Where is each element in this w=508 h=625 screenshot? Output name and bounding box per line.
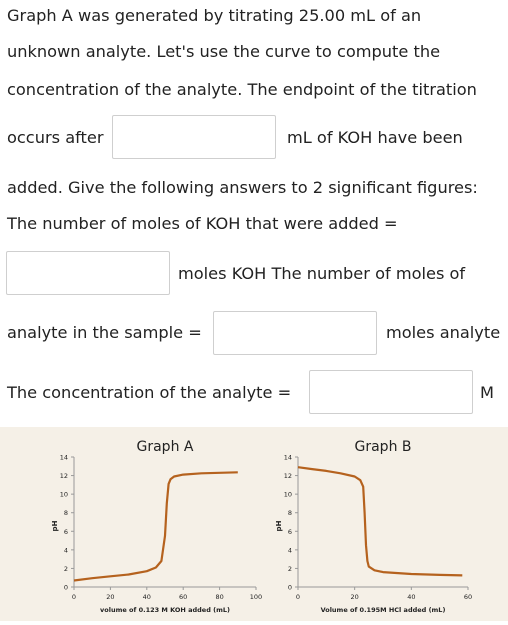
question-line-1: Graph A was generated by titrating 25.00…: [7, 6, 422, 25]
question-line-5: added. Give the following answers to 2 s…: [7, 178, 478, 197]
y-tick-label: 2: [288, 565, 292, 573]
y-axis-label: pH: [275, 520, 283, 531]
y-tick-label: 6: [288, 528, 292, 536]
titration-curve: [73, 471, 238, 582]
question-line-9-suffix: M: [480, 383, 494, 402]
x-tick-label: 20: [351, 593, 359, 601]
x-tick-label: 40: [143, 593, 151, 601]
y-tick-label: 0: [64, 584, 68, 592]
y-tick-label: 14: [60, 454, 68, 462]
x-tick-label: 60: [179, 593, 187, 601]
y-tick-label: 14: [284, 454, 292, 462]
y-axis-label: pH: [51, 520, 59, 531]
x-tick-label: 40: [407, 593, 415, 601]
question-line-2: unknown analyte. Let's use the curve to …: [7, 42, 441, 61]
x-axis-label: Volume of 0.195M HCl added (mL): [321, 606, 446, 614]
moles-koh-input[interactable]: [7, 252, 169, 294]
x-tick-label: 0: [72, 593, 76, 601]
moles-analyte-box[interactable]: [213, 311, 377, 355]
y-tick-label: 8: [288, 509, 292, 517]
endpoint-volume-input[interactable]: [113, 116, 275, 158]
question-line-3: concentration of the analyte. The endpoi…: [7, 80, 477, 99]
question-line-9-prefix: The concentration of the analyte =: [7, 383, 292, 402]
moles-analyte-input[interactable]: [214, 312, 376, 354]
x-tick-label: 80: [215, 593, 223, 601]
y-tick-label: 12: [284, 472, 292, 480]
y-tick-label: 12: [60, 472, 68, 480]
y-tick-label: 4: [64, 546, 68, 554]
concentration-input[interactable]: [310, 371, 472, 413]
y-tick-label: 2: [64, 565, 68, 573]
question-line-4-suffix: mL of KOH have been: [287, 128, 463, 147]
x-tick-label: 60: [464, 593, 472, 601]
endpoint-volume-box[interactable]: [112, 115, 276, 159]
x-tick-label: 100: [250, 593, 262, 601]
y-tick-label: 10: [60, 491, 68, 499]
graph-panel: Graph A 0 2 4 6 8 10 12 14 0 20 40 60 80 100 volume of …: [0, 427, 508, 621]
moles-koh-box[interactable]: [6, 251, 170, 295]
y-tick-label: 0: [288, 584, 292, 592]
y-tick-label: 6: [64, 528, 68, 536]
question-line-7-suffix: moles KOH The number of moles of: [178, 264, 466, 283]
y-tick-label: 10: [284, 491, 292, 499]
y-tick-label: 8: [64, 509, 68, 517]
y-tick-label: 4: [288, 546, 292, 554]
x-axis-label: volume of 0.123 M KOH added (mL): [100, 606, 230, 614]
question-line-8-prefix: analyte in the sample =: [7, 323, 202, 342]
titration-curve: [297, 466, 463, 577]
question-line-8-suffix: moles analyte: [386, 323, 501, 342]
x-tick-label: 0: [296, 593, 300, 601]
x-tick-label: 20: [106, 593, 114, 601]
question-line-4-prefix: occurs after: [7, 128, 104, 147]
chart-title: Graph B: [355, 439, 412, 455]
chart-title: Graph A: [137, 439, 194, 455]
concentration-box[interactable]: [309, 370, 473, 414]
question-line-6: The number of moles of KOH that were add…: [7, 214, 398, 233]
